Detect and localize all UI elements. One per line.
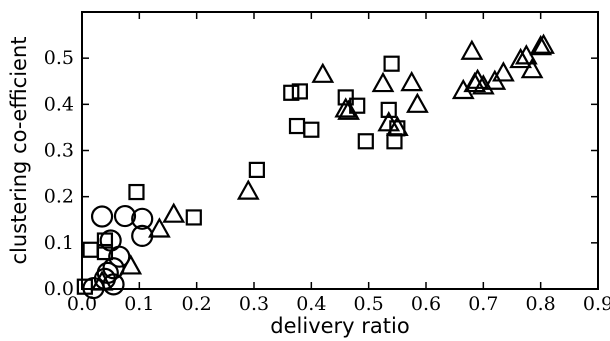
- x-tick-label: 0.2: [182, 293, 212, 315]
- circle-point: [113, 204, 137, 228]
- triangle-point: [400, 70, 424, 92]
- triangle-point: [451, 78, 475, 100]
- x-axis-label: delivery ratio: [270, 314, 409, 338]
- square-point: [248, 161, 265, 178]
- triangle-point: [236, 179, 260, 200]
- triangle-point: [385, 115, 409, 137]
- triangle-point: [492, 61, 515, 82]
- x-tick-label: 0.3: [239, 293, 269, 315]
- triangle-point: [509, 47, 532, 69]
- x-tick-label: 0.7: [468, 293, 498, 315]
- triangle-point: [529, 34, 553, 56]
- square-point: [128, 183, 145, 201]
- x-tick-label: 0.8: [526, 293, 556, 315]
- circle-point: [102, 273, 125, 296]
- x-tick-label: 0.6: [411, 293, 441, 315]
- y-tick-label: 0.3: [44, 140, 74, 162]
- y-axis-label: clustering co-efficient: [7, 37, 31, 265]
- triangle-point: [406, 92, 429, 113]
- y-tick-label: 0.0: [44, 278, 74, 300]
- square-point: [383, 55, 400, 72]
- square-point: [76, 278, 93, 295]
- circle-point: [131, 207, 154, 230]
- triangle-point: [460, 39, 484, 60]
- triangle-point: [337, 99, 360, 120]
- y-tick-label: 0.2: [44, 186, 74, 208]
- triangle-point: [377, 111, 401, 132]
- square-point: [303, 121, 320, 138]
- x-tick-label: 0.1: [124, 293, 154, 315]
- y-tick-label: 0.1: [44, 232, 74, 254]
- triangle-point: [119, 254, 143, 275]
- circle-point: [90, 205, 114, 228]
- square-point: [291, 83, 308, 100]
- x-tick-label: 0.0: [67, 293, 97, 315]
- triangle-point: [162, 202, 186, 223]
- triangle-point: [532, 33, 555, 54]
- square-point: [96, 232, 114, 249]
- square-point: [283, 84, 300, 101]
- square-point: [380, 101, 397, 118]
- plot-frame: [81, 11, 599, 290]
- y-tick-label: 0.4: [44, 93, 74, 115]
- x-tick-label: 0.9: [583, 293, 610, 315]
- square-point: [357, 133, 374, 150]
- triangle-point: [334, 97, 358, 118]
- x-tick-label: 0.5: [354, 293, 384, 315]
- triangle-point: [311, 62, 335, 83]
- ticks-layer: 0.0 0.1 0.2 0.3 0.4 0.5 0.6 0.7 0.8 0.9 0.0 0.1 0.2 0…: [44, 12, 610, 315]
- triangle-point: [520, 57, 544, 79]
- marks-layer: [76, 33, 555, 300]
- square-point: [337, 89, 354, 106]
- triangle-point: [148, 217, 171, 238]
- circle-point: [108, 245, 131, 268]
- square-point: [82, 241, 99, 258]
- triangle-point: [371, 71, 395, 93]
- y-tick-label: 0.5: [44, 47, 74, 69]
- square-point: [96, 243, 114, 261]
- x-tick-label: 0.4: [296, 293, 326, 315]
- square-point: [288, 117, 306, 135]
- square-point: [185, 209, 202, 226]
